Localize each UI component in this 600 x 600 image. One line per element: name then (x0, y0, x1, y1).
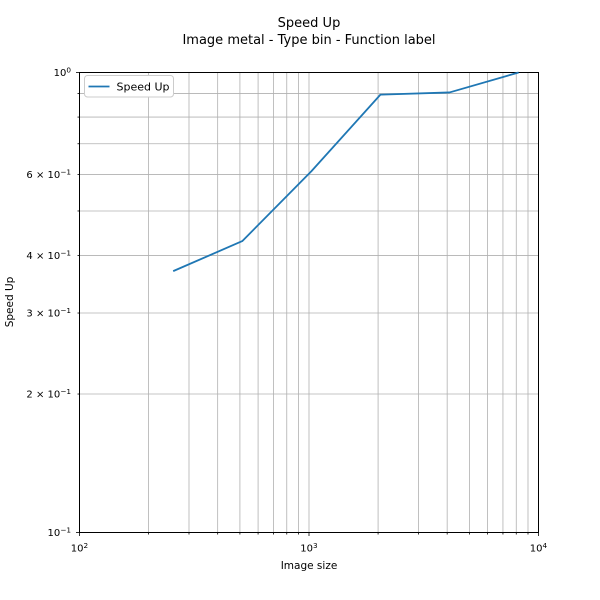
y-tick-label: 3 × 10−1 (26, 306, 71, 320)
y-tick-label: 100 (54, 66, 72, 80)
y-tick-label: 4 × 10−1 (26, 249, 71, 263)
y-tick-label: 10−1 (48, 526, 72, 540)
x-tick-label: 102 (71, 541, 88, 555)
y-tick-labels: 100 6 × 10−1 4 × 10−1 3 × 10−1 2 × 10−1 10−1 (26, 66, 71, 539)
y-axis-label: Speed Up (4, 276, 16, 327)
plot-frame (79, 72, 539, 533)
y-tick-label: 6 × 10−1 (26, 168, 71, 182)
speed-up-line (172, 71, 519, 272)
chart-subtitle: Image metal - Type bin - Function label (182, 33, 435, 48)
chart-title: Speed Up (278, 16, 341, 31)
axis-ticks (76, 72, 539, 536)
legend-label: Speed Up (117, 81, 170, 94)
x-axis-label: Image size (281, 560, 338, 572)
x-tick-label: 104 (530, 541, 548, 555)
y-tick-label: 2 × 10−1 (26, 387, 71, 401)
x-tick-labels: 102 103 104 (71, 541, 548, 555)
gridlines (79, 72, 539, 533)
legend-box (84, 75, 174, 98)
x-tick-label: 103 (300, 541, 318, 555)
legend: Speed Up (84, 75, 174, 98)
